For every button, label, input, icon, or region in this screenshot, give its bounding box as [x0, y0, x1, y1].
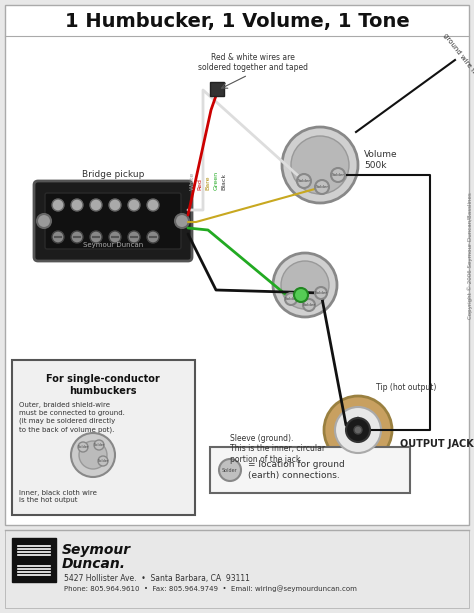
Circle shape: [71, 433, 115, 477]
Circle shape: [128, 199, 140, 211]
Text: Phone: 805.964.9610  •  Fax: 805.964.9749  •  Email: wiring@seymourduncan.com: Phone: 805.964.9610 • Fax: 805.964.9749 …: [64, 585, 357, 592]
Text: Solder: Solder: [314, 291, 328, 295]
Text: Solder: Solder: [284, 297, 298, 301]
Circle shape: [71, 231, 83, 243]
Text: Sleeve (ground).
This is the inner, circular
portion of the jack: Sleeve (ground). This is the inner, circ…: [230, 434, 325, 464]
Bar: [5, 530, 469, 608]
Text: = location for ground
(earth) connections.: = location for ground (earth) connection…: [248, 460, 345, 480]
FancyBboxPatch shape: [45, 193, 181, 249]
Circle shape: [52, 231, 64, 243]
Circle shape: [79, 441, 107, 469]
Circle shape: [303, 299, 315, 311]
Text: 5427 Hollister Ave.  •  Santa Barbara, CA  93111: 5427 Hollister Ave. • Santa Barbara, CA …: [64, 574, 250, 583]
Text: ground wire from bridge: ground wire from bridge: [442, 32, 474, 103]
Text: Solder: Solder: [298, 179, 310, 183]
Text: Volume
500k: Volume 500k: [364, 150, 398, 170]
Circle shape: [297, 174, 311, 188]
FancyBboxPatch shape: [34, 181, 192, 261]
FancyBboxPatch shape: [210, 447, 410, 493]
Circle shape: [109, 199, 121, 211]
Text: Duncan.: Duncan.: [62, 557, 126, 571]
Circle shape: [94, 440, 104, 450]
Bar: [5, 5, 469, 525]
Circle shape: [90, 231, 102, 243]
Circle shape: [315, 180, 329, 194]
Bar: [16, 563, 52, 577]
Text: Bare: Bare: [206, 175, 210, 190]
Text: Outer, braided shield-wire
must be connected to ground.
(it may be soldered dire: Outer, braided shield-wire must be conne…: [19, 402, 125, 433]
Circle shape: [335, 407, 381, 453]
Circle shape: [331, 168, 345, 182]
Text: 1 Humbucker, 1 Volume, 1 Tone: 1 Humbucker, 1 Volume, 1 Tone: [64, 12, 410, 31]
Circle shape: [52, 199, 64, 211]
Bar: [12, 538, 56, 582]
Text: Copyright © 2006 Seymour Duncan/Basslines: Copyright © 2006 Seymour Duncan/Bassline…: [467, 192, 473, 319]
Circle shape: [354, 426, 362, 434]
Circle shape: [175, 214, 189, 228]
Circle shape: [273, 253, 337, 317]
Text: Solder: Solder: [222, 468, 238, 473]
Circle shape: [78, 442, 88, 452]
Circle shape: [90, 199, 102, 211]
Circle shape: [291, 136, 349, 194]
Text: Solder: Solder: [331, 173, 345, 177]
Text: White: White: [190, 172, 194, 190]
Text: Seymour Duncan: Seymour Duncan: [83, 242, 143, 248]
Circle shape: [346, 418, 370, 442]
Circle shape: [315, 287, 327, 299]
Circle shape: [128, 231, 140, 243]
Circle shape: [324, 396, 392, 464]
Circle shape: [109, 231, 121, 243]
Circle shape: [98, 456, 108, 466]
Circle shape: [219, 459, 241, 481]
Text: Solder: Solder: [93, 443, 105, 447]
Bar: [16, 543, 52, 557]
Circle shape: [71, 199, 83, 211]
Bar: [210, 82, 224, 96]
Text: Black: Black: [221, 173, 227, 190]
Circle shape: [37, 214, 51, 228]
Circle shape: [147, 231, 159, 243]
FancyBboxPatch shape: [12, 360, 195, 515]
Text: Red & white wires are
soldered together and taped: Red & white wires are soldered together …: [198, 53, 308, 72]
Text: Solder: Solder: [97, 459, 109, 463]
Text: Tip (hot output): Tip (hot output): [376, 383, 437, 392]
Text: Inner, black cloth wire
is the hot output: Inner, black cloth wire is the hot outpu…: [19, 490, 97, 503]
Text: Green: Green: [213, 171, 219, 190]
Circle shape: [285, 293, 297, 305]
Text: For single-conductor
humbuckers: For single-conductor humbuckers: [46, 374, 160, 395]
Circle shape: [282, 127, 358, 203]
Circle shape: [294, 288, 308, 302]
Circle shape: [281, 261, 329, 309]
Text: Solder: Solder: [302, 303, 316, 307]
Text: Solder: Solder: [315, 185, 328, 189]
Text: Bridge pickup: Bridge pickup: [82, 170, 144, 179]
Text: Red: Red: [198, 178, 202, 190]
Text: Seymour: Seymour: [62, 543, 131, 557]
Circle shape: [147, 199, 159, 211]
Text: Solder: Solder: [77, 445, 89, 449]
Text: OUTPUT JACK: OUTPUT JACK: [400, 439, 474, 449]
